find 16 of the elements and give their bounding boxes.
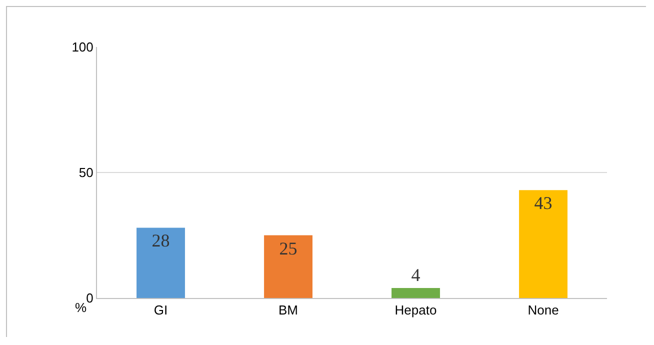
x-tick-label: GI <box>154 302 168 318</box>
x-tick-label: None <box>528 302 559 318</box>
x-tick-label: BM <box>278 302 298 318</box>
y-axis-title: % <box>75 300 87 315</box>
bar <box>136 228 185 298</box>
bar <box>392 288 440 298</box>
data-label: 43 <box>534 193 552 214</box>
x-tick-label: Hepato <box>394 302 437 318</box>
y-tick-label: 0 <box>86 290 94 306</box>
y-tick-label: 50 <box>78 165 94 180</box>
y-tick-label: 100 <box>72 40 94 55</box>
bar <box>519 190 568 298</box>
bar <box>264 235 312 298</box>
data-label: 25 <box>279 238 298 258</box>
data-label: 4 <box>411 264 420 285</box>
data-label: 28 <box>152 230 170 251</box>
